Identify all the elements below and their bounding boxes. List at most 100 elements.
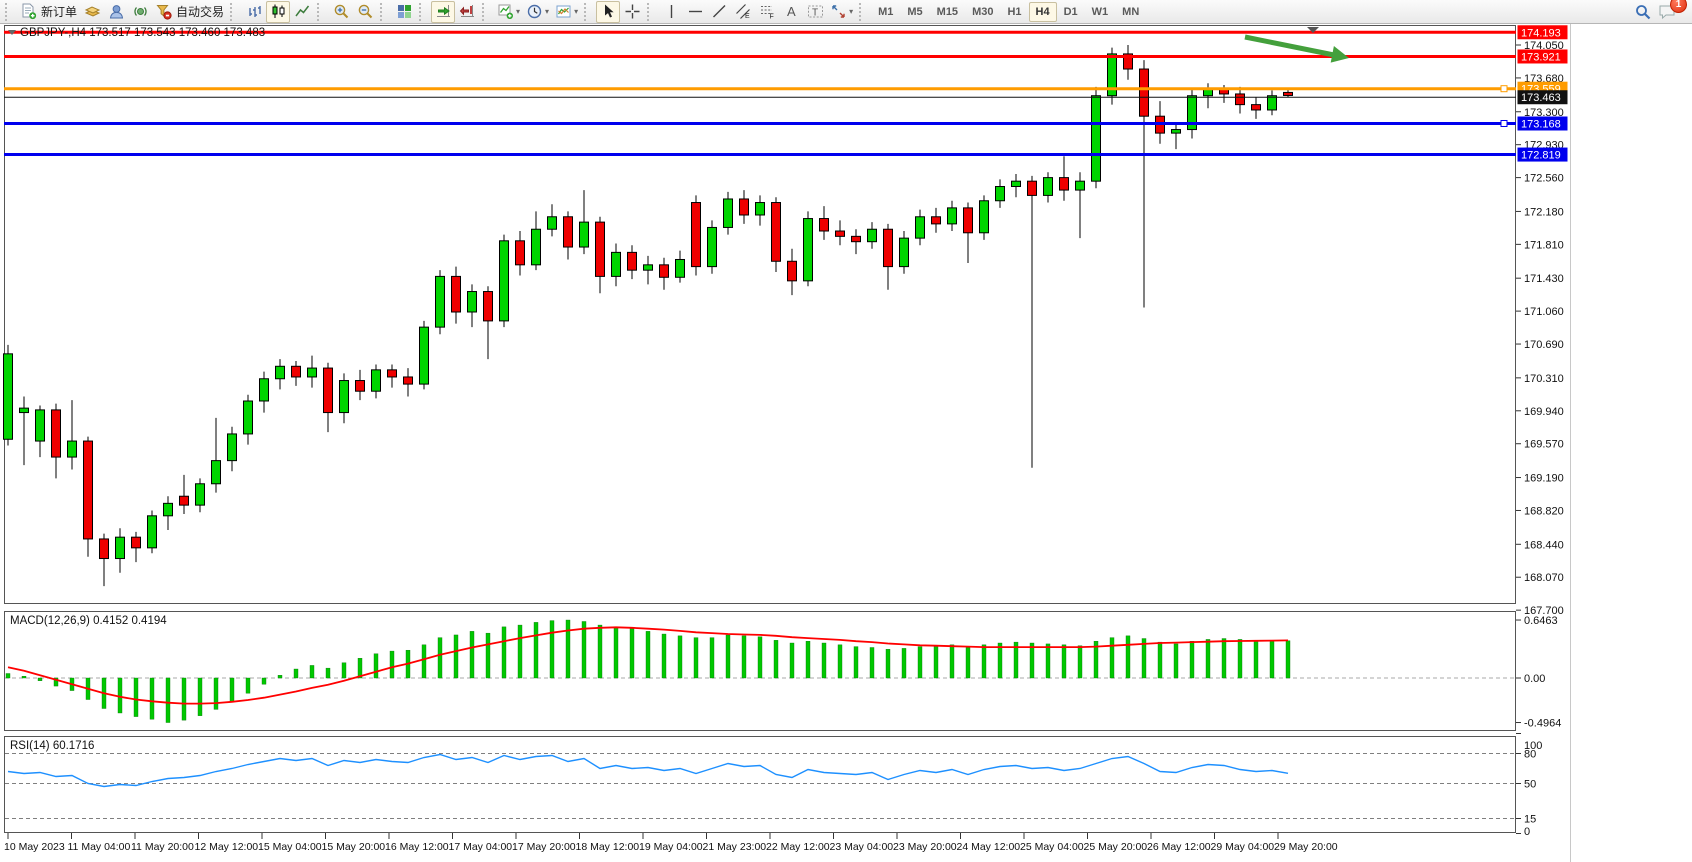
trendline-button[interactable] xyxy=(707,1,731,23)
zoom-in-button[interactable] xyxy=(329,1,353,23)
candle-body xyxy=(899,237,909,268)
macd-histogram-bar xyxy=(1061,644,1067,679)
auto-trading-button[interactable]: 自动交易 xyxy=(152,1,227,23)
timeframe-button-mn[interactable]: MN xyxy=(1115,2,1146,22)
rsi-tick-label: 100 xyxy=(1524,740,1542,752)
trend-arrow-head[interactable] xyxy=(1330,46,1349,63)
candle-body xyxy=(323,367,333,414)
candle-body xyxy=(755,202,765,216)
notification-badge[interactable]: 1 xyxy=(1670,0,1687,13)
toolbar-grip xyxy=(230,2,237,21)
time-axis-label: 23 May 04:00 xyxy=(830,841,894,853)
indicators-button[interactable]: ▾ xyxy=(494,1,523,23)
candle-body xyxy=(819,218,829,232)
equidistant-channel-button[interactable]: E xyxy=(731,1,755,23)
price-tick-label: 170.310 xyxy=(1524,373,1564,385)
chart-shift-marker-icon[interactable] xyxy=(1307,27,1319,33)
line-chart-button[interactable] xyxy=(290,1,314,23)
macd-histogram-bar xyxy=(373,653,379,679)
text-icon: A xyxy=(783,3,800,20)
horizontal-line-button[interactable] xyxy=(683,1,707,23)
arrows-button[interactable]: ▾ xyxy=(827,1,856,23)
line-chart-icon xyxy=(294,3,311,20)
candle-body xyxy=(1059,177,1069,191)
crosshair-button[interactable] xyxy=(620,1,644,23)
candle-body xyxy=(515,240,525,266)
templates-button[interactable]: ▾ xyxy=(552,1,581,23)
macd-histogram-bar xyxy=(805,641,811,679)
candle-body xyxy=(995,186,1005,202)
candle-body xyxy=(563,216,573,248)
navigator-button[interactable] xyxy=(104,1,128,23)
timeframe-button-m30[interactable]: M30 xyxy=(965,2,1000,22)
timeframe-button-h1[interactable]: H1 xyxy=(1000,2,1028,22)
candlestick-chart-button[interactable] xyxy=(266,0,291,23)
candle-body xyxy=(67,440,77,458)
timeframe-button-m5[interactable]: M5 xyxy=(900,2,929,22)
tile-windows-button[interactable] xyxy=(392,1,416,23)
symbol-collapse-triangle-icon[interactable] xyxy=(8,30,16,35)
text-button[interactable]: A xyxy=(779,1,803,23)
trend-arrow[interactable] xyxy=(1244,34,1335,58)
bar-chart-button[interactable] xyxy=(242,1,266,23)
time-axis-label: 15 May 04:00 xyxy=(258,841,322,853)
text-label-icon: T xyxy=(807,3,824,20)
search-button[interactable] xyxy=(1631,1,1655,23)
new-order-button[interactable]: 新订单 xyxy=(17,1,80,23)
macd-histogram-bar xyxy=(37,677,43,681)
time-axis-label: 15 May 20:00 xyxy=(322,841,386,853)
price-tick-label: 171.060 xyxy=(1524,306,1564,318)
price-badge xyxy=(1517,90,1568,105)
market-watch-button[interactable] xyxy=(80,1,104,23)
macd-histogram-bar xyxy=(453,634,459,679)
chart-shift-button[interactable] xyxy=(455,1,479,23)
toolbar: 新订单 自动交易 ▾ ▾ ▾ xyxy=(0,0,1692,24)
candle-body xyxy=(451,275,461,313)
macd-histogram-bar xyxy=(213,677,219,710)
auto-trading-icon xyxy=(155,3,172,20)
price-tick-label: 168.820 xyxy=(1524,505,1564,517)
timeframe-button-w1[interactable]: W1 xyxy=(1085,2,1116,22)
candle-body xyxy=(419,326,429,385)
bar-chart-icon xyxy=(246,3,263,20)
vertical-line-button[interactable] xyxy=(659,1,683,23)
toolbar-grip xyxy=(584,2,591,21)
periods-button[interactable]: ▾ xyxy=(523,1,552,23)
macd-histogram-bar xyxy=(1253,640,1259,679)
hline-handle[interactable] xyxy=(1500,85,1508,93)
macd-histogram-bar xyxy=(181,677,187,721)
candle-body xyxy=(435,275,445,328)
macd-histogram-bar xyxy=(1221,638,1227,679)
price-tick-label: 173.300 xyxy=(1524,107,1564,119)
timeframe-button-m1[interactable]: M1 xyxy=(871,2,900,22)
time-axis-label: 12 May 12:00 xyxy=(195,841,259,853)
price-tick-label: 171.430 xyxy=(1524,273,1564,285)
periods-icon xyxy=(526,3,543,20)
macd-histogram-bar xyxy=(629,628,635,679)
auto-trading-label: 自动交易 xyxy=(176,5,225,19)
price-badge-label: 173.921 xyxy=(1521,51,1561,63)
signals-button[interactable] xyxy=(128,1,152,23)
chart-canvas[interactable]: 174.050173.680173.300172.930172.560172.1… xyxy=(0,24,1570,862)
macd-histogram-bar xyxy=(869,647,875,679)
macd-label: MACD(12,26,9) 0.4152 0.4194 xyxy=(10,615,167,627)
candle-body xyxy=(211,460,221,485)
zoom-out-button[interactable] xyxy=(353,1,377,23)
cursor-button[interactable] xyxy=(596,0,621,23)
macd-histogram-bar xyxy=(1141,638,1147,679)
time-axis-label: 10 May 2023 xyxy=(4,841,65,853)
price-tick-label: 168.070 xyxy=(1524,572,1564,584)
price-tick-label: 169.570 xyxy=(1524,439,1564,451)
hline-handle[interactable] xyxy=(1500,119,1508,127)
candle-body xyxy=(1011,180,1021,188)
fibonacci-button[interactable]: F xyxy=(755,1,779,23)
timeframe-button-m15[interactable]: M15 xyxy=(930,2,965,22)
auto-scroll-button[interactable] xyxy=(431,0,456,23)
timeframe-button-d1[interactable]: D1 xyxy=(1057,2,1085,22)
toolbar-grip xyxy=(317,2,324,21)
chart-window[interactable]: 174.050 173.680 173.300 172.930 172.560 172.1… xyxy=(0,24,1570,862)
cursor-icon xyxy=(600,3,617,20)
timeframe-button-h4[interactable]: H4 xyxy=(1028,1,1057,22)
text-label-button[interactable]: T xyxy=(803,1,827,23)
candle-body xyxy=(275,365,285,380)
